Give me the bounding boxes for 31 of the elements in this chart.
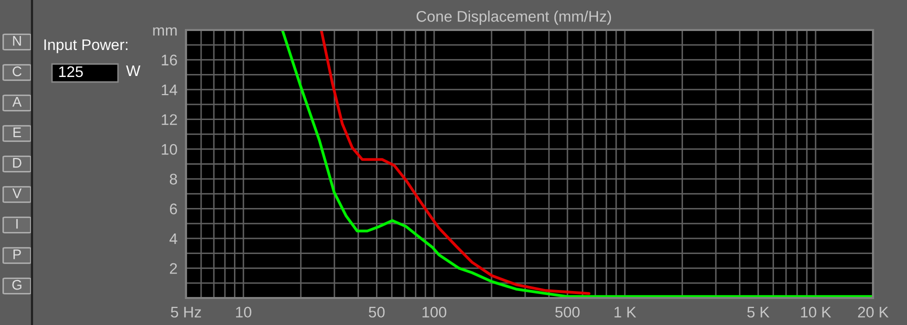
- y-tick-label: 4: [170, 233, 178, 244]
- y-tick-label: 16: [162, 54, 177, 66]
- y-tick-label: 2: [170, 263, 177, 274]
- y-tick-label: 8: [170, 174, 178, 185]
- x-tick-label: 20 K: [858, 306, 889, 318]
- text: E: [14, 128, 22, 138]
- text: P: [14, 250, 21, 260]
- x-tick-label: 5 Hz: [170, 306, 201, 318]
- text: Input Power:: [44, 39, 128, 54]
- text: V: [12, 188, 22, 198]
- x-tick-label: 10 K: [801, 306, 832, 318]
- x-tick-label: 500: [555, 306, 580, 318]
- text: W: [126, 65, 140, 76]
- y-tick-label: 10: [162, 144, 178, 155]
- text: 125: [59, 66, 83, 78]
- text: D: [13, 158, 22, 168]
- text: G: [12, 280, 22, 290]
- text: A: [12, 97, 22, 107]
- y-tick-label: 14: [162, 84, 178, 96]
- x-tick-label: 5 K: [747, 306, 770, 318]
- x-tick-label: 100: [422, 306, 446, 318]
- text: N: [13, 36, 21, 46]
- x-tick-label: 1 K: [614, 306, 636, 318]
- x-tick-label: 10: [236, 306, 252, 318]
- text: I: [16, 219, 18, 229]
- y-tick-label: mm: [153, 27, 177, 36]
- y-tick-label: 12: [162, 114, 177, 125]
- chart-title: Cone Displacement (mm/Hz): [416, 10, 611, 25]
- text: C: [12, 66, 22, 76]
- x-tick-label: 50: [368, 306, 385, 318]
- y-tick-label: 6: [170, 204, 177, 214]
